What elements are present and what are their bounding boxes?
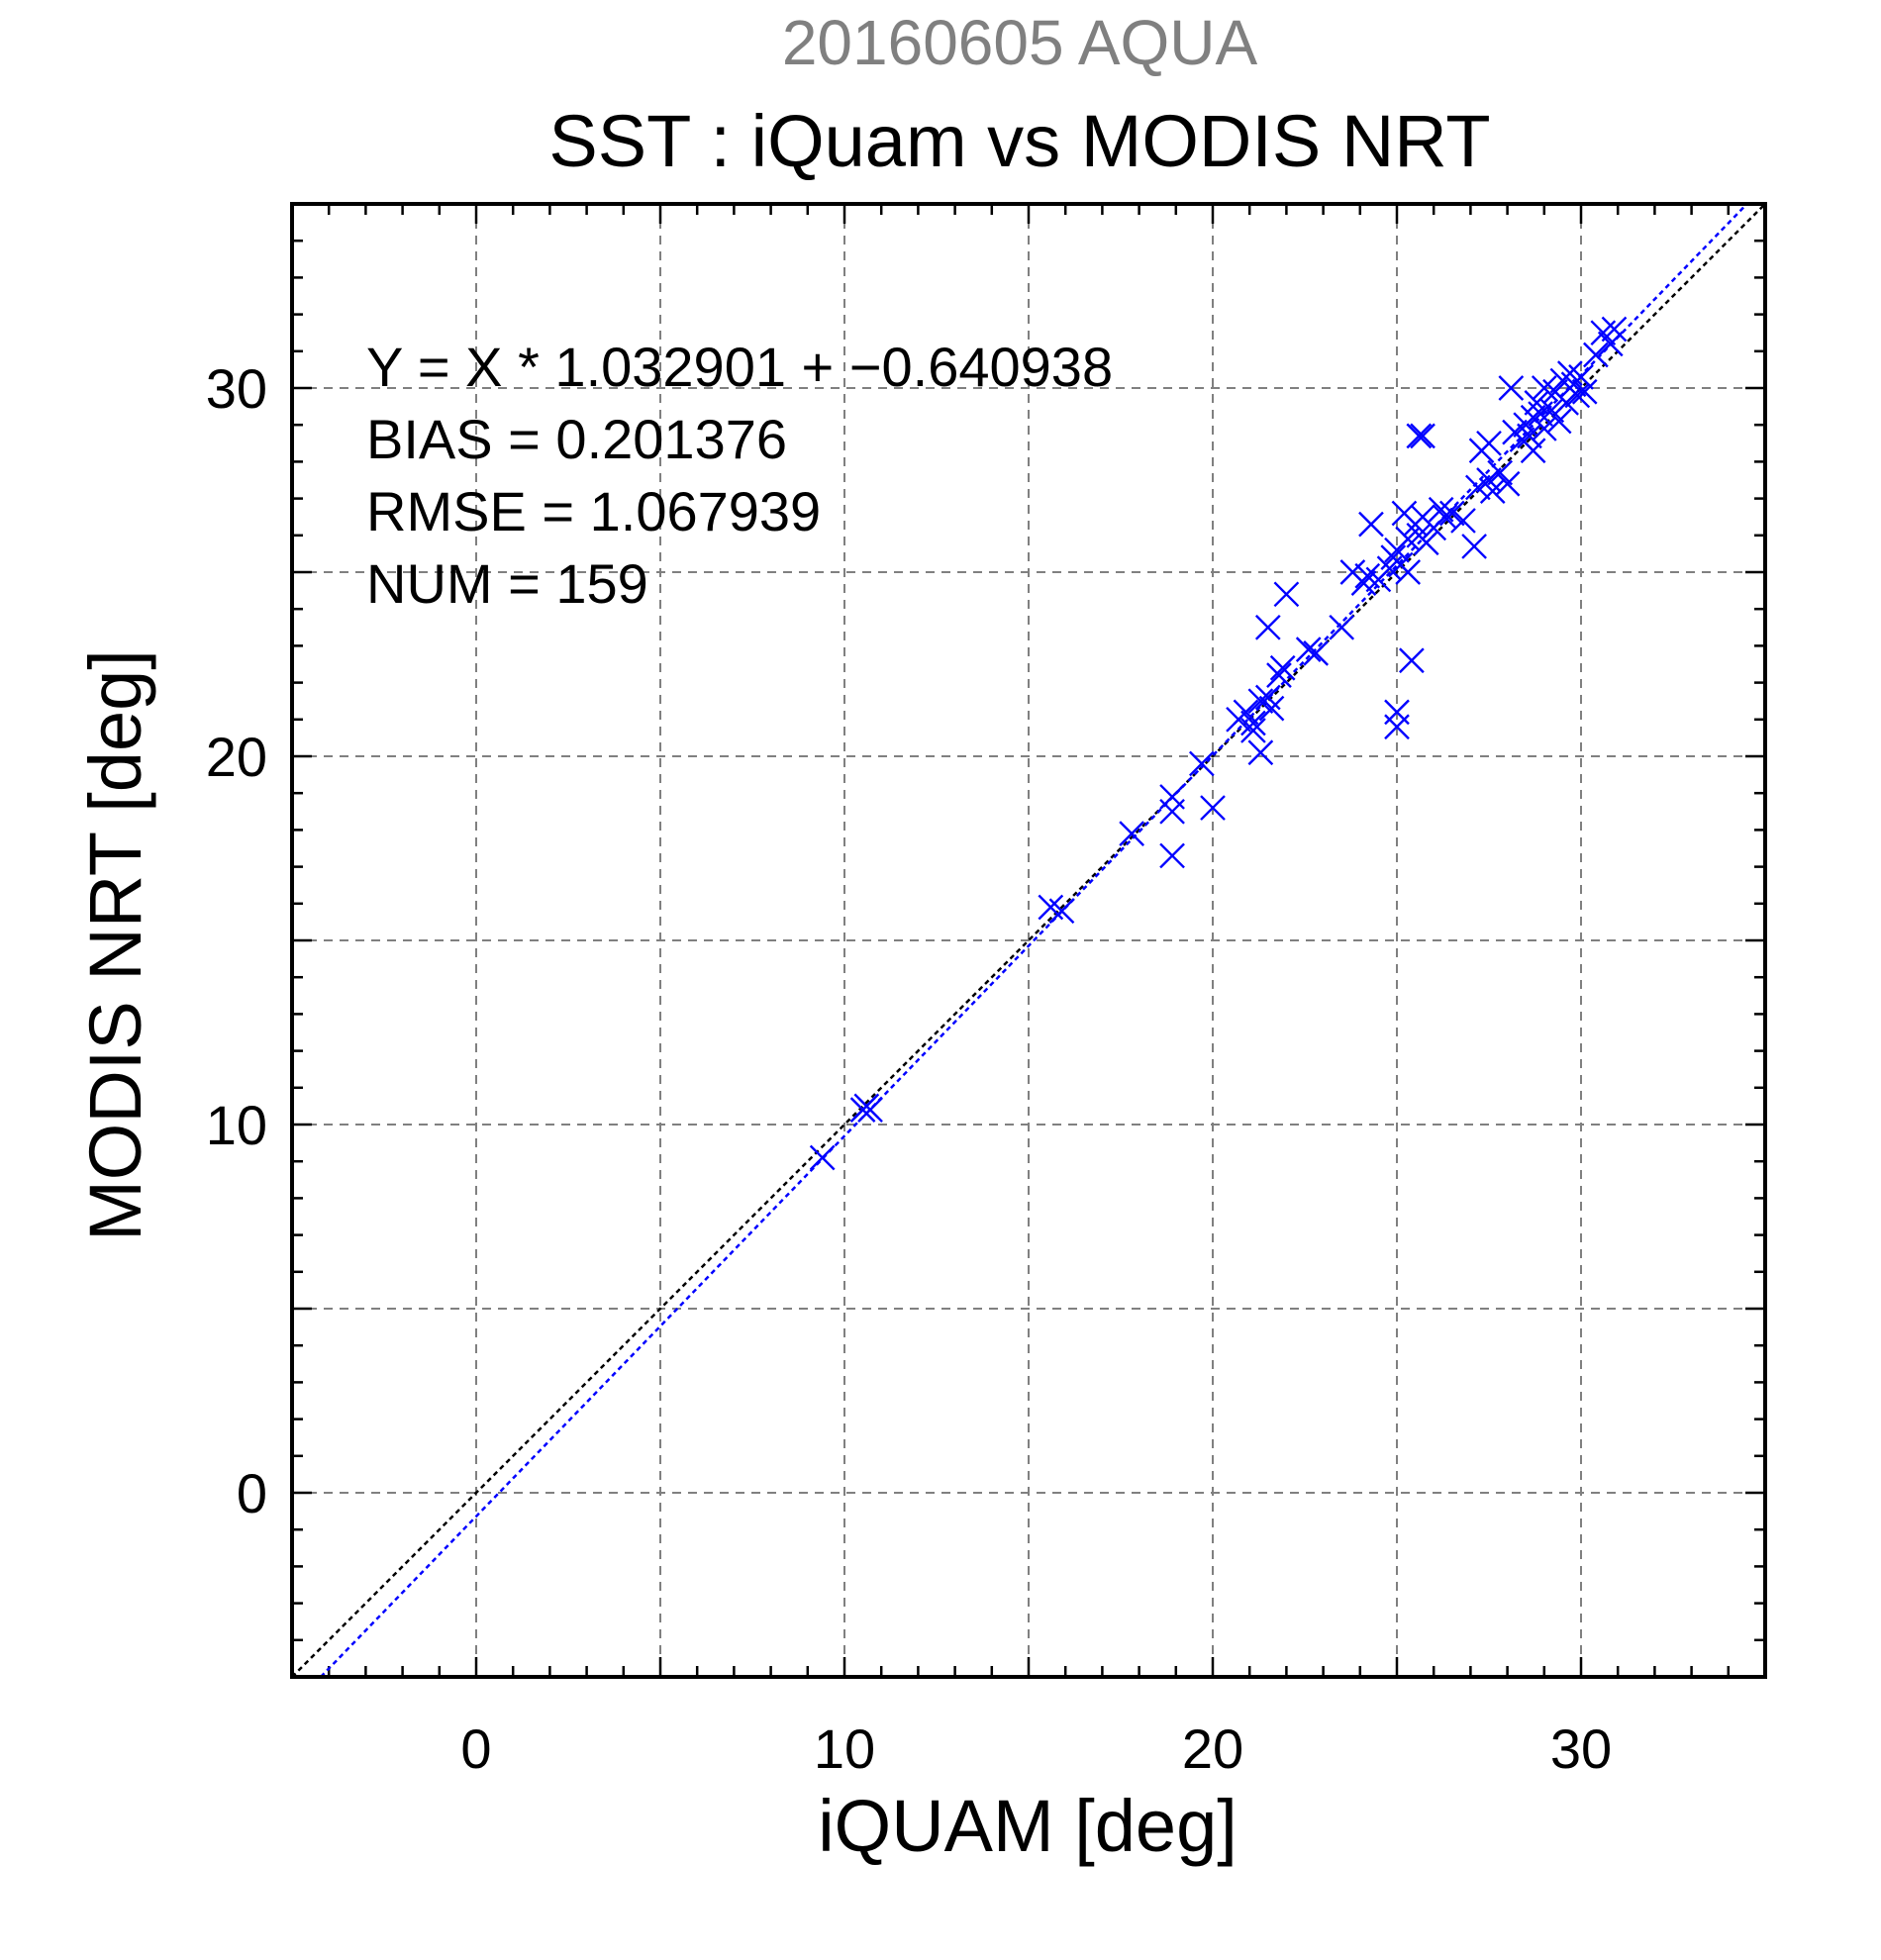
x-tick-label: 20: [1182, 1717, 1243, 1780]
x-tick-label: 30: [1550, 1717, 1612, 1780]
fit-equation-annotation: Y = X * 1.032901 + −0.640938: [366, 336, 1113, 398]
x-tick-label: 10: [814, 1717, 875, 1780]
chart-subtitle: SST : iQuam vs MODIS NRT: [548, 100, 1490, 182]
chart-background: [0, 0, 1881, 1960]
y-tick-label: 30: [206, 357, 267, 420]
chart-title: 20160605 AQUA: [782, 7, 1258, 78]
scatter-chart: 20160605 AQUA SST : iQuam vs MODIS NRT 0…: [0, 0, 1881, 1960]
y-tick-label: 0: [237, 1462, 267, 1524]
num-annotation: NUM = 159: [366, 552, 648, 615]
x-axis-label: iQUAM [deg]: [818, 1785, 1238, 1867]
y-axis-label: MODIS NRT [deg]: [74, 649, 156, 1241]
rmse-annotation: RMSE = 1.067939: [366, 480, 821, 542]
y-tick-label: 10: [206, 1094, 267, 1156]
x-tick-label: 0: [460, 1717, 491, 1780]
bias-annotation: BIAS = 0.201376: [366, 408, 787, 470]
y-tick-label: 20: [206, 726, 267, 788]
